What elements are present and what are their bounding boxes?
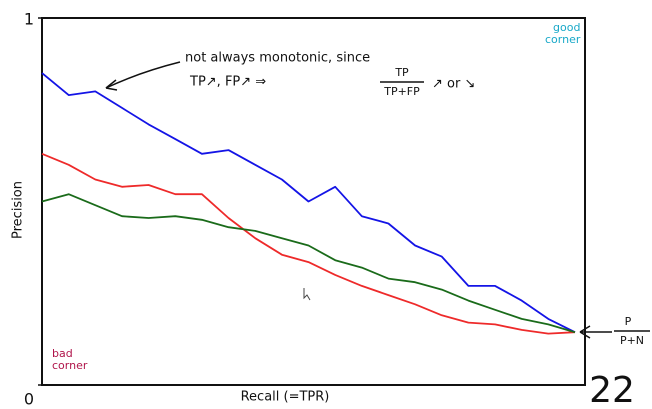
baseline-arrow	[579, 325, 612, 339]
corner-label: corner	[545, 33, 581, 46]
fraction-denominator: TP+FP	[383, 85, 420, 98]
annotation: TP↗, FP↗ ⇒	[189, 75, 266, 90]
baseline-numerator: P	[625, 315, 632, 328]
slide-number: 22	[589, 370, 635, 409]
series-line	[41, 152, 576, 335]
corner-label: good	[553, 21, 580, 34]
corner-label: corner	[52, 359, 88, 372]
fraction-numerator: TP	[394, 66, 409, 79]
baseline-denominator: P+N	[620, 334, 644, 347]
series-line	[41, 72, 576, 334]
annotation-arrow-head	[105, 79, 118, 91]
y-tick-label: 1	[24, 10, 34, 29]
annotation: ↗ or ↘	[432, 77, 475, 92]
corner-label: bad	[52, 347, 73, 360]
annotation-arrow	[105, 61, 181, 89]
annotation: not always monotonic, since	[185, 51, 370, 66]
y-axis-label: Precision	[11, 181, 26, 239]
y-tick-label: 0	[24, 390, 34, 409]
plot-frame	[41, 17, 586, 386]
x-axis-label: Recall (=TPR)	[241, 390, 330, 405]
cursor	[303, 288, 311, 301]
series-line	[41, 193, 576, 334]
